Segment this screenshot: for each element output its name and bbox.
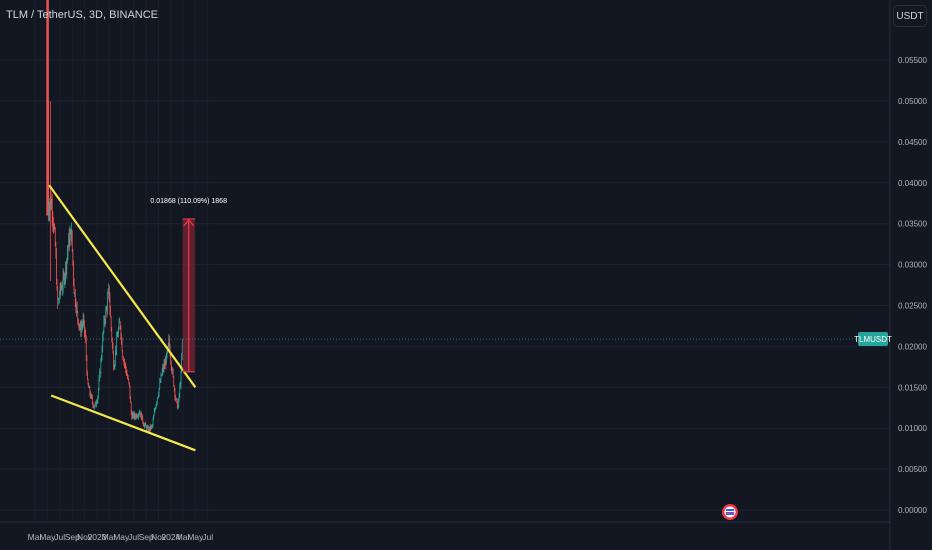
candle-series — [46, 0, 183, 433]
trendline-upper — [48, 184, 197, 388]
time-tick-label: May — [39, 532, 56, 542]
time-tick-label: Mar — [28, 532, 43, 542]
time-tick-label: Jul — [54, 532, 65, 542]
trendlines — [48, 184, 197, 452]
price-tick-label: 0.05000 — [898, 97, 927, 106]
time-tick-label: May — [187, 532, 204, 542]
price-tick-label: 0.03500 — [898, 220, 927, 229]
time-tick-label: Mar — [102, 532, 117, 542]
price-tick-label: 0.02000 — [898, 342, 927, 351]
time-tick-label: 2023 — [88, 532, 107, 542]
price-tick-label: 0.01000 — [898, 424, 927, 433]
time-tick-label: Nov — [151, 532, 167, 542]
last-price-tag: TLMUSDT — [854, 332, 892, 347]
time-tick-label: Jul — [202, 532, 213, 542]
time-tick-label: Mar — [176, 532, 191, 542]
price-tick-label: 0.00500 — [898, 465, 927, 474]
price-tick-label: 0.01500 — [898, 383, 927, 392]
symbol-title[interactable]: TLM / TetherUS, 3D, BINANCE — [6, 9, 159, 21]
time-tick-label: Sep — [139, 532, 154, 542]
time-tick-label: Nov — [77, 532, 93, 542]
currency-button[interactable]: USDT — [893, 5, 927, 27]
grid-lines — [0, 59, 890, 511]
price-tick-label: 0.05500 — [898, 56, 927, 65]
time-tick-label: May — [113, 532, 130, 542]
candle-down — [46, 0, 49, 216]
price-tick-label: 0.04000 — [898, 179, 927, 188]
price-axis[interactable]: 0.05500 0.05000 0.04500 0.04000 0.03500 0.030… — [889, 0, 927, 550]
price-tick-label: 0.02500 — [898, 302, 927, 311]
measure-arrow-head — [183, 219, 195, 227]
measure-tool[interactable]: 0.01868 (110.09%) 1868 — [150, 198, 227, 373]
time-tick-label: Jul — [128, 532, 139, 542]
trendline-lower — [50, 394, 196, 452]
time-tick-label: Sep — [65, 532, 80, 542]
us-flag-event-icon[interactable] — [722, 504, 738, 520]
price-tick-label: 0.03000 — [898, 261, 927, 270]
measure-label: 0.01868 (110.09%) 1868 — [150, 198, 227, 205]
price-tick-label: 0.00000 — [898, 506, 927, 515]
time-tick-label: 2024 — [161, 532, 180, 542]
price-tick-label: 0.04500 — [898, 138, 927, 147]
